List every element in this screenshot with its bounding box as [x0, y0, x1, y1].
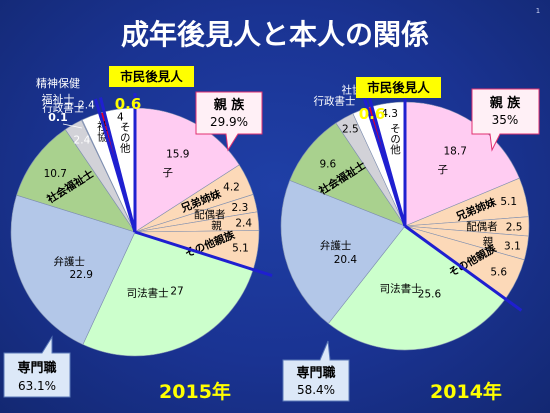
slice-value-2014-2: 2.5	[506, 221, 523, 233]
professional-callout-label-2014: 専門職	[296, 365, 335, 381]
slice-value-2014-6: 20.4	[334, 254, 358, 266]
slice-label-2014-6: 弁護士	[320, 239, 352, 252]
page-number: 1	[536, 7, 540, 15]
slice-label-2014-11: その他	[389, 123, 401, 155]
kinship-callout-label-2015: 親 族	[214, 97, 246, 113]
slice-value-2014-7: 9.6	[319, 159, 336, 171]
separator-kin-pro-2015	[134, 230, 273, 278]
pie-slice-2014-7	[289, 122, 406, 227]
professional-callout-2015	[3, 335, 71, 398]
pie-slice-2014-6	[280, 179, 406, 324]
pie-2014-slices	[280, 101, 530, 351]
slice-value-2014-4: 5.6	[490, 267, 507, 279]
citizen-guardian-box-2015	[109, 66, 194, 87]
slice-value-2015-12: 4	[117, 111, 124, 123]
kinship-callout-label-2014: 親 族	[490, 95, 522, 111]
kinship-callout-2014	[471, 88, 540, 152]
slice-value-2015-1: 4.2	[223, 182, 240, 194]
slice-label-2015-0: 子	[162, 167, 173, 179]
kinship-callout-value-2015: 29.9%	[210, 115, 248, 129]
slice-label-2015-3: 親	[211, 219, 222, 232]
slice-value-2014-5: 25.6	[418, 289, 442, 301]
slice-value-2015-8: 2.4	[74, 135, 91, 147]
slice-value-2015-5: 27	[170, 285, 183, 297]
citizen-guardian-box-2014	[356, 77, 441, 98]
slice-label-2014-3: 親	[483, 235, 494, 248]
citizen-guardian-value-2015: 0.6	[115, 95, 142, 113]
slide-title: 成年後見人と本人の関係	[121, 18, 429, 51]
slice-value-2014-11: 4.3	[381, 108, 398, 120]
slice-value-2015-0: 15.9	[166, 149, 189, 161]
professional-callout-2014	[282, 340, 350, 402]
citizen-guardian-value-2014: 0.6	[359, 105, 386, 123]
kinship-callout-value-2014: 35%	[492, 113, 519, 127]
kinship-callout-2015	[195, 91, 263, 152]
mental-health-label-line1: 精神保健	[36, 76, 80, 90]
mental-health-value: 0.1	[48, 111, 68, 124]
slice-label-2015-8: 行政書士	[42, 101, 84, 114]
professional-callout-label-2015: 専門職	[17, 360, 56, 376]
pie-slice-2014-5	[327, 225, 506, 351]
slice-value-2015-2: 2.3	[232, 202, 249, 214]
pie-slice-2015-6	[10, 194, 136, 345]
separator-citizen-right-2015	[99, 97, 137, 233]
mental-health-leader-line	[62, 123, 83, 129]
slice-label-2014-8: 行政書士	[314, 95, 356, 108]
slice-label-2015-6: 弁護士	[54, 255, 86, 268]
year-label-2014: 2014年	[430, 380, 502, 403]
professional-callout-value-2014: 58.4%	[297, 383, 335, 397]
slice-value-2015-7: 10.7	[44, 168, 67, 180]
separator-citizen-right-2014	[366, 91, 407, 227]
mental-health-label-line2: 福祉士	[42, 92, 75, 106]
professional-callout-value-2015: 63.1%	[18, 379, 56, 393]
slice-value-2015-4: 5.1	[232, 243, 249, 255]
year-label-2015: 2015年	[159, 380, 231, 403]
slice-value-2014-9: 2	[363, 122, 370, 134]
slice-value-2015-3: 2.4	[235, 217, 252, 229]
slice-value-2014-1: 5.1	[500, 196, 517, 208]
slice-label-2014-5: 司法書士	[380, 282, 422, 295]
pie-slice-2015-5	[82, 231, 254, 357]
pie-2014-separators	[361, 87, 523, 312]
slice-value-2014-0: 18.7	[444, 146, 467, 158]
slice-label-2015-5: 司法書士	[127, 287, 169, 300]
citizen-guardian-label-2015: 市民後見人	[120, 69, 183, 84]
slice-value-2014-8: 2.5	[342, 124, 359, 136]
pie-slice-2015-0	[134, 107, 240, 233]
slice-label-2014-0: 子	[438, 164, 449, 176]
pie-slice-2015-7	[16, 129, 136, 233]
slice-label-2014-2: 配偶者	[466, 220, 498, 233]
slice-label-2015-2: 配偶者	[194, 208, 226, 221]
slice-label-2015-12: その他	[119, 121, 131, 153]
slice-label-2015-10: 社協	[96, 120, 108, 143]
slice-value-2014-3: 3.1	[504, 240, 521, 252]
pie-2015-separators	[93, 93, 273, 278]
slice-value-2015-6: 22.9	[70, 269, 93, 281]
citizen-guardian-label-2014: 市民後見人	[367, 80, 430, 95]
slice-value-2015-10: 2.4	[78, 100, 95, 112]
separator-kin-pro-2014	[404, 224, 523, 312]
